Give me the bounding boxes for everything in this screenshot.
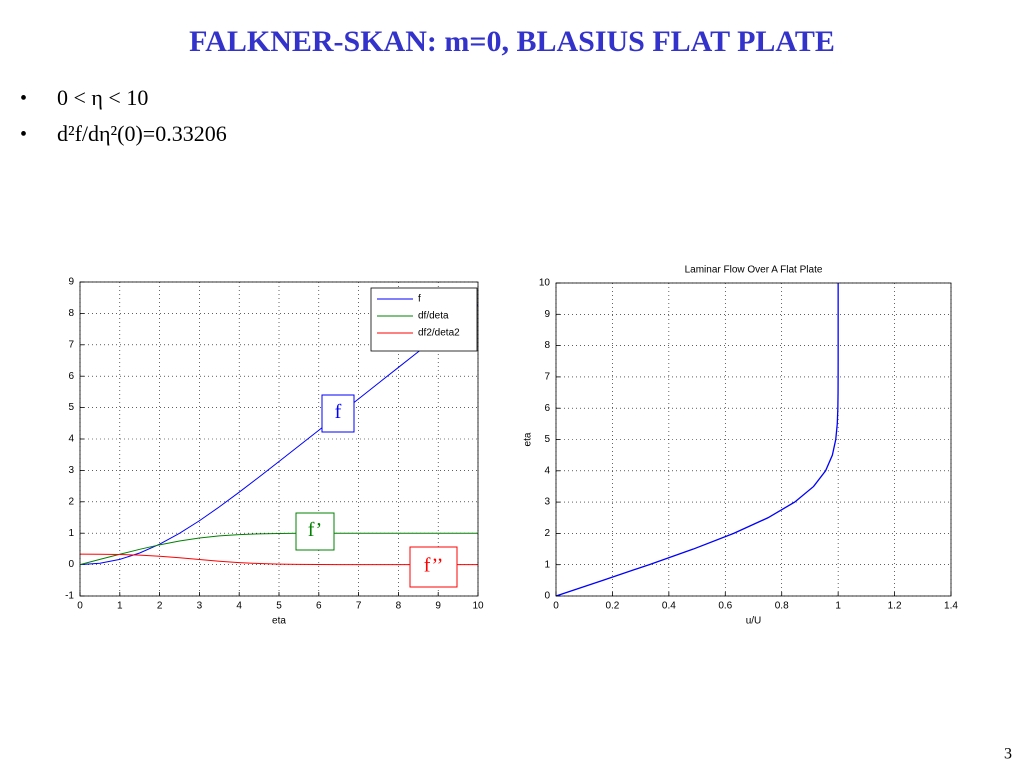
annotation-box: [409, 546, 458, 588]
y-tick-label: 7: [68, 339, 74, 350]
page-number: 3: [1004, 746, 1012, 763]
x-tick-label: 8: [396, 601, 402, 612]
y-tick-label: 3: [544, 497, 550, 508]
legend-label: f: [418, 294, 421, 305]
x-tick-label: 5: [276, 601, 282, 612]
y-tick-label: 5: [544, 434, 550, 445]
legend-label: df2/deta2: [418, 328, 460, 339]
bullet-dot: •: [20, 88, 27, 110]
y-tick-label: 10: [539, 278, 551, 289]
bullet: 0 < η < 10: [57, 85, 148, 110]
annotation: f’: [308, 519, 322, 541]
y-tick-label: 3: [68, 465, 74, 476]
legend-label: df/deta: [418, 311, 449, 322]
x-axis-label: u/U: [746, 616, 762, 627]
bullet-dot: •: [20, 124, 27, 146]
plot-frame: [79, 281, 479, 597]
y-tick-label: 6: [544, 403, 550, 414]
x-tick-label: 0.4: [662, 601, 676, 612]
y-tick-label: 1: [68, 528, 74, 539]
y-tick-label: -1: [65, 591, 74, 602]
y-tick-label: 2: [68, 496, 74, 507]
annotation-box: [295, 512, 335, 551]
line-series: [79, 304, 479, 566]
x-tick-label: 0: [77, 601, 83, 612]
x-tick-label: 0.2: [605, 601, 619, 612]
annotation-box: [321, 394, 355, 433]
y-axis-label: eta: [523, 432, 534, 446]
bullet: d²f/dη²(0)=0.33206: [57, 121, 227, 146]
annotation: f: [335, 401, 342, 423]
line-series: [79, 532, 478, 566]
x-tick-label: 1: [117, 601, 123, 612]
x-tick-label: 2: [157, 601, 163, 612]
y-tick-label: 6: [68, 371, 74, 382]
y-tick-label: 9: [544, 309, 550, 320]
x-tick-label: 10: [472, 601, 484, 612]
y-tick-label: 4: [544, 465, 550, 476]
y-tick-label: 5: [68, 402, 74, 413]
x-tick-label: 6: [316, 601, 322, 612]
x-tick-label: 0.6: [718, 601, 732, 612]
line-series: [555, 283, 839, 597]
x-tick-label: 1.4: [944, 601, 958, 612]
y-tick-label: 7: [544, 372, 550, 383]
plot-frame: [555, 282, 952, 597]
chart-title: Laminar Flow Over A Flat Plate: [685, 265, 823, 276]
y-tick-label: 8: [544, 340, 550, 351]
x-axis-label: eta: [272, 616, 286, 627]
x-tick-label: 3: [197, 601, 203, 612]
x-tick-label: 9: [435, 601, 441, 612]
x-tick-label: 1: [835, 601, 841, 612]
y-tick-label: 8: [68, 308, 74, 319]
x-tick-label: 0.8: [775, 601, 789, 612]
y-tick-label: 9: [68, 277, 74, 288]
x-tick-label: 7: [356, 601, 362, 612]
slide-title: FALKNER-SKAN: m=0, BLASIUS FLAT PLATE: [189, 25, 835, 58]
y-tick-label: 4: [68, 434, 74, 445]
annotation: f’’: [424, 555, 444, 577]
x-tick-label: 1.2: [888, 601, 902, 612]
x-tick-label: 4: [236, 601, 242, 612]
x-tick-label: 0: [553, 601, 559, 612]
plot-area: [556, 283, 951, 596]
y-tick-label: 0: [544, 591, 550, 602]
y-tick-label: 2: [544, 528, 550, 539]
y-tick-label: 1: [544, 559, 550, 570]
y-tick-label: 0: [68, 559, 74, 570]
